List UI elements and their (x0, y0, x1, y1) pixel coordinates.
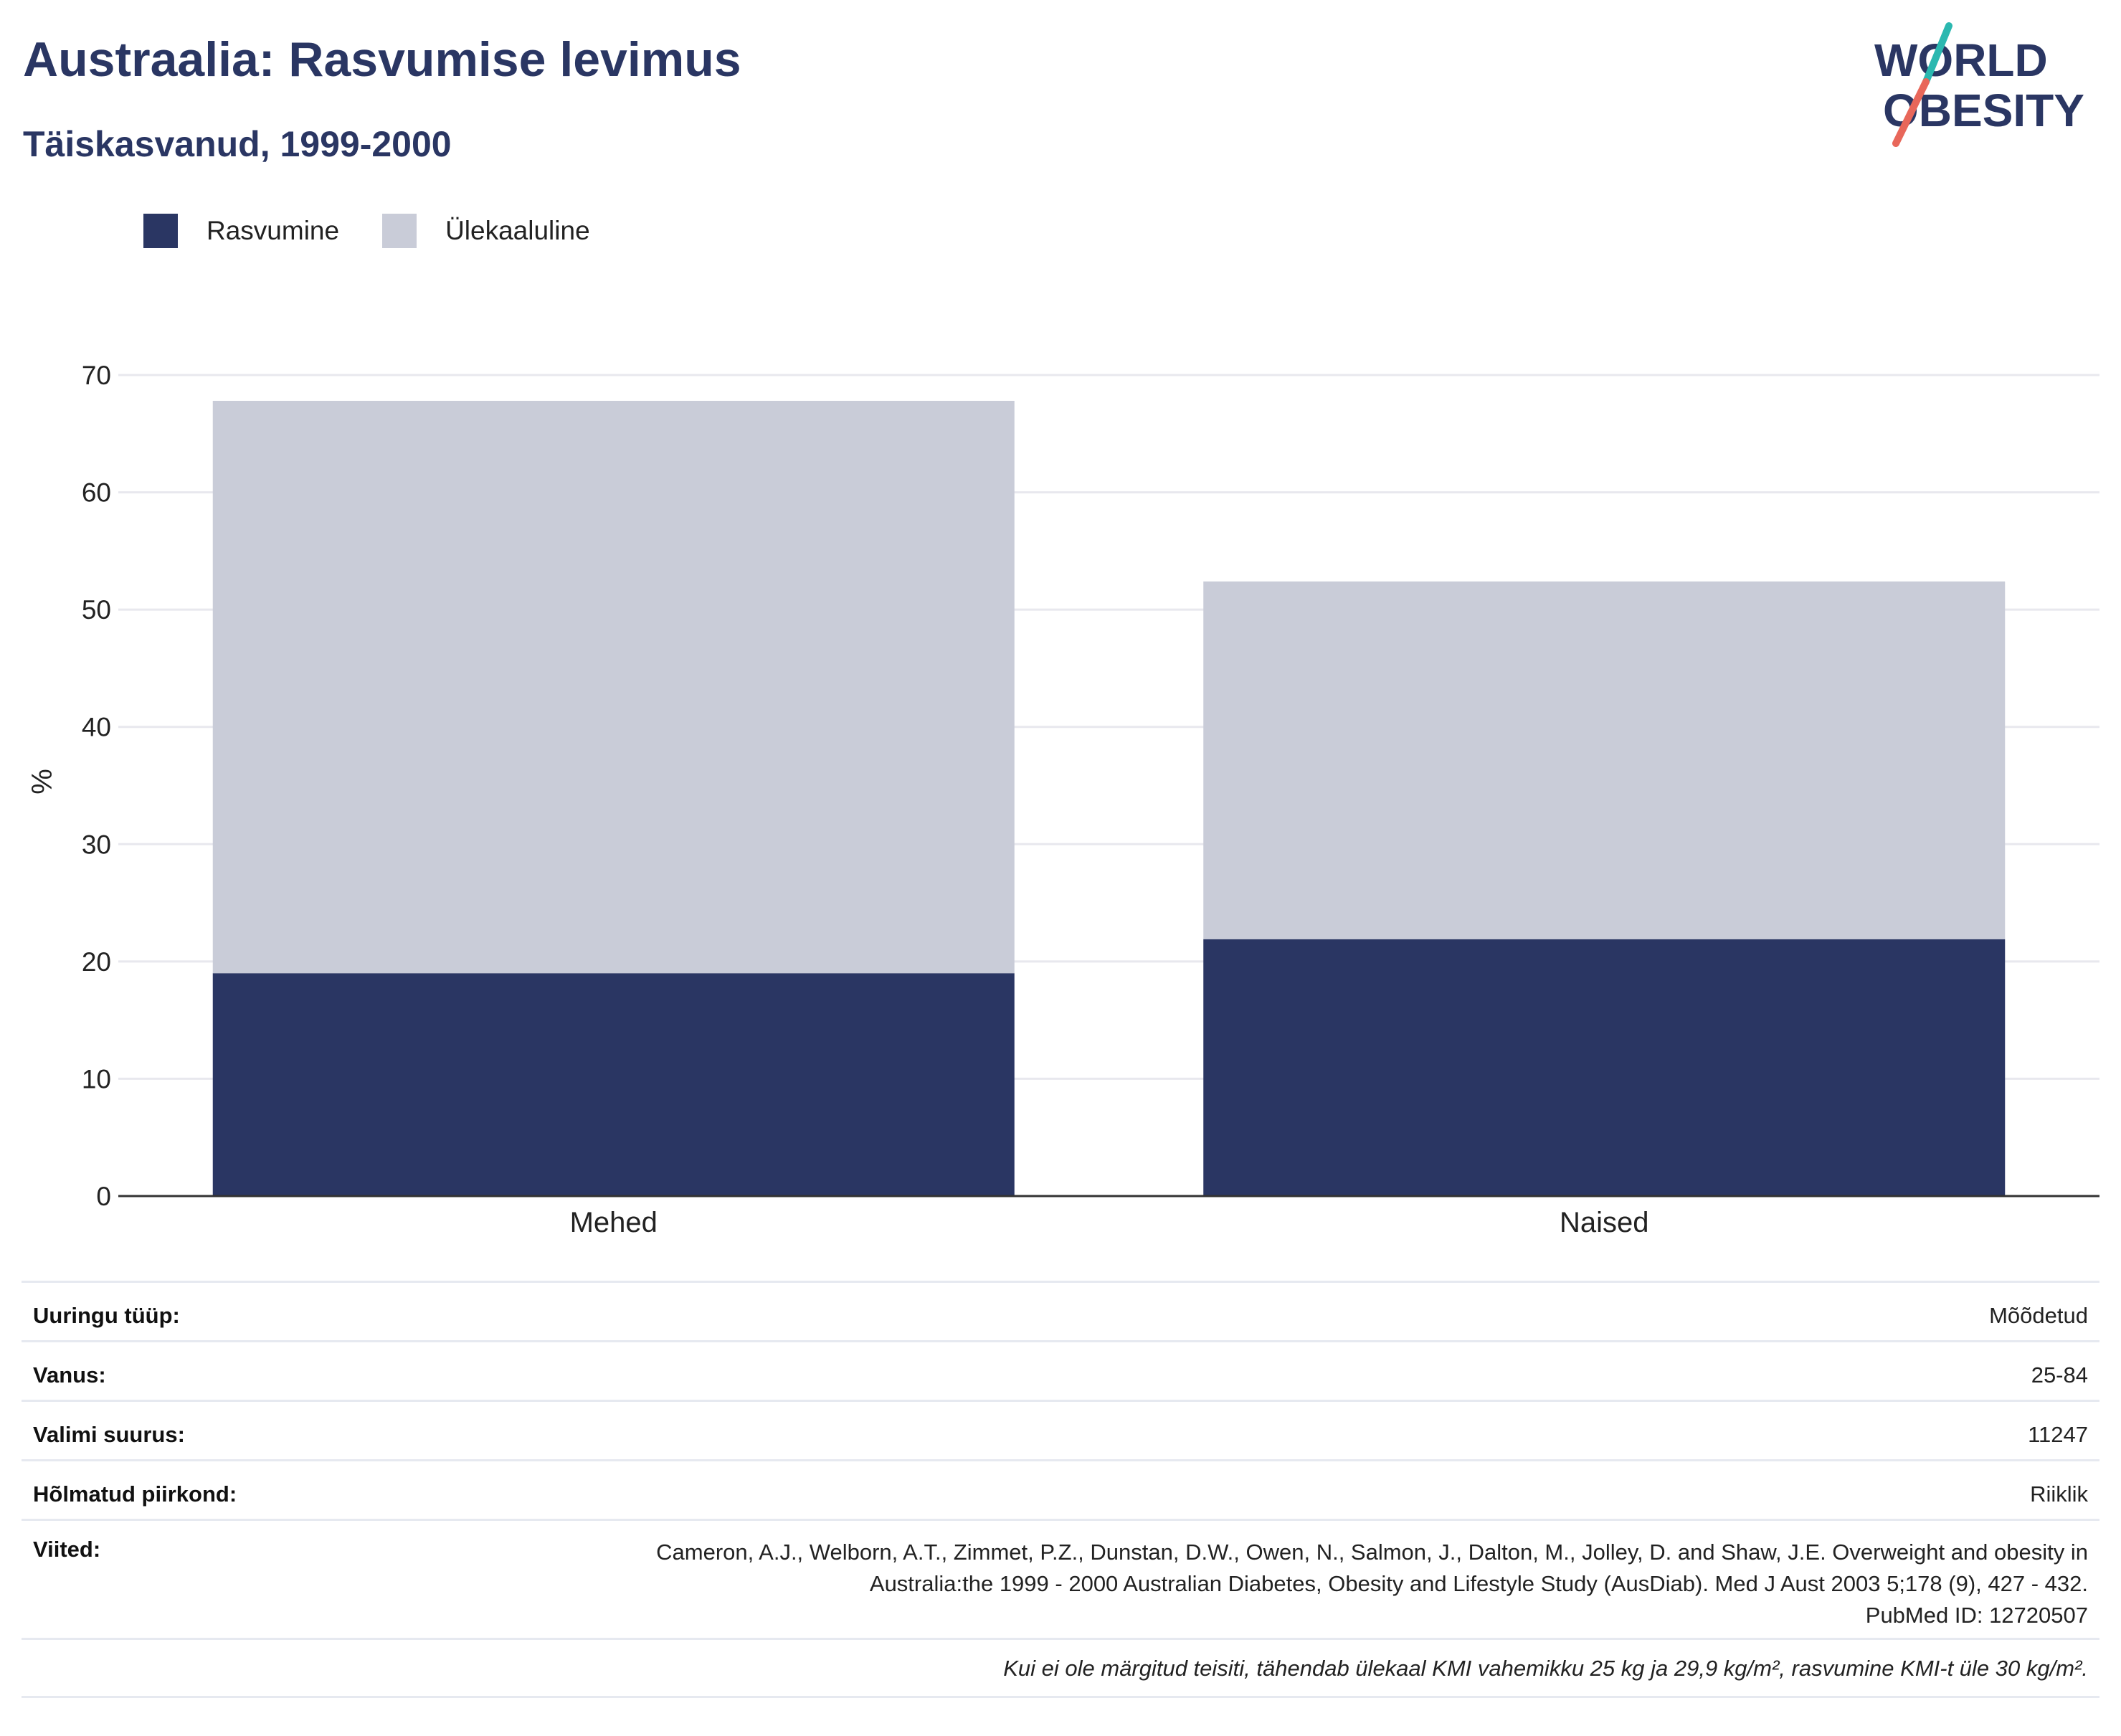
y-tick-label: 0 (96, 1182, 111, 1211)
info-row-references: Viited: Cameron, A.J., Welborn, A.T., Zi… (22, 1519, 2099, 1638)
info-key: Uuringu tüüp: (33, 1303, 180, 1328)
y-tick-label: 20 (82, 947, 111, 977)
bar-overweight-mehed (212, 400, 1015, 974)
chart-subtitle: Täiskasvanud, 1999-2000 (23, 124, 452, 164)
y-tick-label: 30 (82, 830, 111, 859)
info-key: Valimi suurus: (33, 1422, 185, 1447)
y-tick-label: 50 (82, 595, 111, 625)
bar-obesity-naised (1203, 939, 2006, 1196)
stacked-bar-chart: 0 10 20 30 40 50 60 70% Mehed Naised (27, 361, 2099, 1238)
reference-text: Cameron, A.J., Welborn, A.T., Zimmet, P.… (539, 1537, 2088, 1631)
info-key: Vanus: (33, 1362, 106, 1388)
reference-citation: Cameron, A.J., Welborn, A.T., Zimmet, P.… (656, 1540, 2088, 1596)
bar-overweight-naised (1203, 581, 2006, 939)
chart-title: Austraalia: Rasvumise levimus (23, 32, 741, 87)
legend-swatch-obesity (143, 214, 178, 248)
legend-swatch-overweight (382, 214, 417, 248)
legend-label-obesity: Rasvumine (207, 216, 340, 245)
info-key: Viited: (33, 1537, 101, 1562)
legend-item-overweight[interactable]: Ülekaaluline (382, 214, 590, 248)
info-key: Hõlmatud piirkond: (33, 1481, 237, 1507)
y-tick-label: 40 (82, 713, 111, 742)
logo-stroke-bottom (1892, 78, 1930, 147)
legend-item-obesity[interactable]: Rasvumine (143, 214, 339, 248)
y-axis-label: % (27, 769, 58, 795)
study-info-table: Uuringu tüüp: Mõõdetud Vanus: 25-84 Vali… (22, 1281, 2099, 1698)
y-tick-label: 70 (82, 361, 111, 390)
y-tick-label: 60 (82, 478, 111, 508)
info-row-sample-size: Valimi suurus: 11247 (22, 1400, 2099, 1459)
x-tick-label: Mehed (570, 1207, 658, 1238)
y-tick-label: 10 (82, 1064, 111, 1094)
info-row-age: Vanus: 25-84 (22, 1340, 2099, 1400)
reference-pubmed-link[interactable]: PubMed ID: 12720507 (1865, 1603, 2088, 1628)
info-value: Riiklik (2030, 1481, 2088, 1507)
chart-legend: Rasvumine Ülekaaluline (143, 214, 633, 248)
x-tick-label: Naised (1560, 1207, 1649, 1238)
legend-label-overweight: Ülekaaluline (445, 216, 590, 245)
logo-stroke-top (1922, 22, 1952, 85)
info-value: 25-84 (2031, 1362, 2088, 1388)
info-value: 11247 (2028, 1422, 2088, 1447)
info-row-area: Hõlmatud piirkond: Riiklik (22, 1459, 2099, 1519)
info-value: Mõõdetud (1989, 1303, 2088, 1328)
logo-text-world: WORLD (1874, 34, 2048, 86)
world-obesity-logo: WORLD OBESITY (1874, 22, 2084, 147)
info-row-study-type: Uuringu tüüp: Mõõdetud (22, 1281, 2099, 1340)
bar-obesity-mehed (212, 973, 1015, 1196)
definition-note: Kui ei ole märgitud teisiti, tähendab ül… (22, 1638, 2099, 1698)
